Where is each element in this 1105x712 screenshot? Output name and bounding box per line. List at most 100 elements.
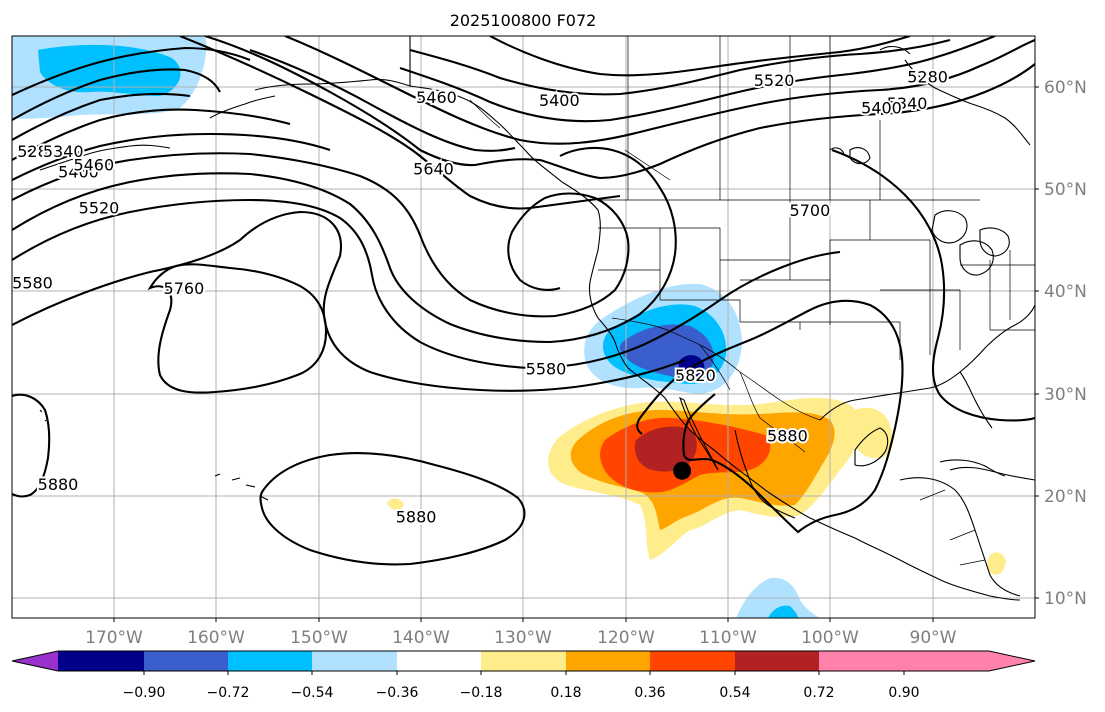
contour-line [12, 46, 251, 96]
colorbar-tick-label: 0.90 [888, 685, 919, 701]
contour-line [12, 92, 191, 141]
colorbar-segment [650, 651, 735, 671]
shade-region [38, 44, 181, 96]
colorbar-ticks [143, 671, 905, 675]
lat-tick-label: 30°N [1044, 385, 1087, 405]
colorbar-extend-right [904, 651, 1035, 671]
coastline-cuba [939, 459, 1006, 477]
axis-ticks [113, 86, 1039, 622]
lat-tick-labels: 10°N 20°N 30°N 40°N 50°N 60°N [1044, 78, 1087, 609]
shade-region [987, 552, 1006, 575]
figure-title: 2025100800 F072 [450, 11, 597, 30]
border-us-states [598, 200, 1035, 360]
contour-label: 5280 [17, 142, 58, 161]
colorbar-tick-label: −0.72 [207, 685, 250, 701]
coastline-alaska [209, 78, 411, 119]
coastline-gulf [734, 304, 1035, 519]
lon-tick-label: 140°W [392, 628, 450, 648]
contour-line [12, 132, 331, 181]
shade-region [634, 426, 697, 472]
contour-label: 5580 [526, 360, 567, 379]
border-alaska-canada [409, 40, 501, 129]
contour-line [284, 36, 1035, 145]
contour-label: 5820 [675, 366, 716, 385]
storm-marker [673, 461, 692, 480]
coastline-aleutians [39, 144, 171, 171]
colorbar-tick-label: 0.72 [803, 685, 834, 701]
colorbar-segment [819, 651, 904, 671]
colorbar-segment [397, 651, 481, 671]
lon-tick-label: 170°W [85, 628, 143, 648]
contour-line [204, 36, 1035, 180]
contour-line [12, 393, 51, 498]
border-us-mexico [611, 317, 821, 421]
colorbar-tick-label: 0.54 [719, 685, 750, 701]
contour-label: 5400 [861, 99, 902, 118]
colorbar-segment [228, 651, 312, 671]
coastline-hudson [904, 59, 1031, 146]
contour-label: 5580 [12, 274, 53, 293]
lat-tick-label: 20°N [1044, 487, 1087, 507]
contour-line [179, 36, 621, 210]
coastline-florida [959, 371, 993, 429]
contour-line [409, 38, 951, 96]
coastline-north-america-west [409, 36, 1021, 601]
colorbar-segment [58, 651, 144, 671]
colorbar-tick-label: 0.36 [634, 685, 665, 701]
contour-line [12, 68, 221, 121]
coastline-hawaii [214, 473, 269, 501]
lon-tick-label: 160°W [187, 628, 245, 648]
lat-tick-label: 40°N [1044, 282, 1087, 302]
colorbar-tick-label: −0.18 [460, 685, 503, 701]
colorbar-extend-left [12, 651, 58, 671]
height-contours [12, 36, 1035, 566]
colorbar-tick-label: −0.36 [376, 685, 419, 701]
coastlines [39, 36, 1035, 601]
coastline-north-islands [829, 45, 911, 165]
contour-label: 5520 [79, 198, 120, 217]
contour-label: 5880 [38, 475, 79, 494]
shade-region [768, 605, 798, 618]
contour-label: 5460 [73, 156, 114, 175]
colorbar-segment [735, 651, 819, 671]
colorbar-tick-label: −0.54 [291, 685, 334, 701]
contour-label: 5760 [164, 279, 205, 298]
colorbar-segment [144, 651, 228, 671]
colorbar-segment [312, 651, 397, 671]
lat-tick-label: 10°N [1044, 589, 1087, 609]
contour-line [12, 152, 630, 318]
contour-label: 5640 [413, 160, 454, 179]
colorbar-tick-label: −0.90 [123, 685, 166, 701]
colorbar-tick-label: 0.18 [550, 685, 581, 701]
contour-line [489, 36, 911, 77]
contour-label: 5340 [887, 94, 928, 113]
contour-line [636, 299, 904, 534]
coastline-sw-islands [39, 409, 47, 422]
colorbar-segment [566, 651, 650, 671]
contour-line [249, 49, 516, 152]
lat-tick-label: 60°N [1044, 78, 1087, 98]
lon-tick-labels: 170°W 160°W 150°W 140°W 130°W 120°W 110°… [85, 628, 957, 648]
coastline-baja [679, 396, 719, 471]
contour-line [12, 146, 677, 344]
coastline-yucatan [854, 427, 889, 467]
contour-line [259, 451, 526, 566]
lat-tick-label: 50°N [1044, 180, 1087, 200]
border-central-america [919, 489, 986, 566]
lon-tick-label: 110°W [699, 628, 757, 648]
lon-tick-label: 130°W [494, 628, 552, 648]
border-mexico-states [699, 344, 806, 453]
colorbar: −0.90 −0.72 −0.54 −0.36 −0.18 0.18 0.36 … [11, 650, 1036, 701]
contour-label: 5700 [790, 201, 831, 220]
contour-label: 5460 [416, 88, 457, 107]
contour-label: 5340 [43, 142, 84, 161]
contour-label: 5400 [539, 91, 580, 110]
contour-line [831, 149, 1035, 422]
lon-tick-label: 90°W [910, 628, 957, 648]
lon-tick-label: 150°W [290, 628, 348, 648]
contour-label: 5400 [58, 162, 99, 181]
